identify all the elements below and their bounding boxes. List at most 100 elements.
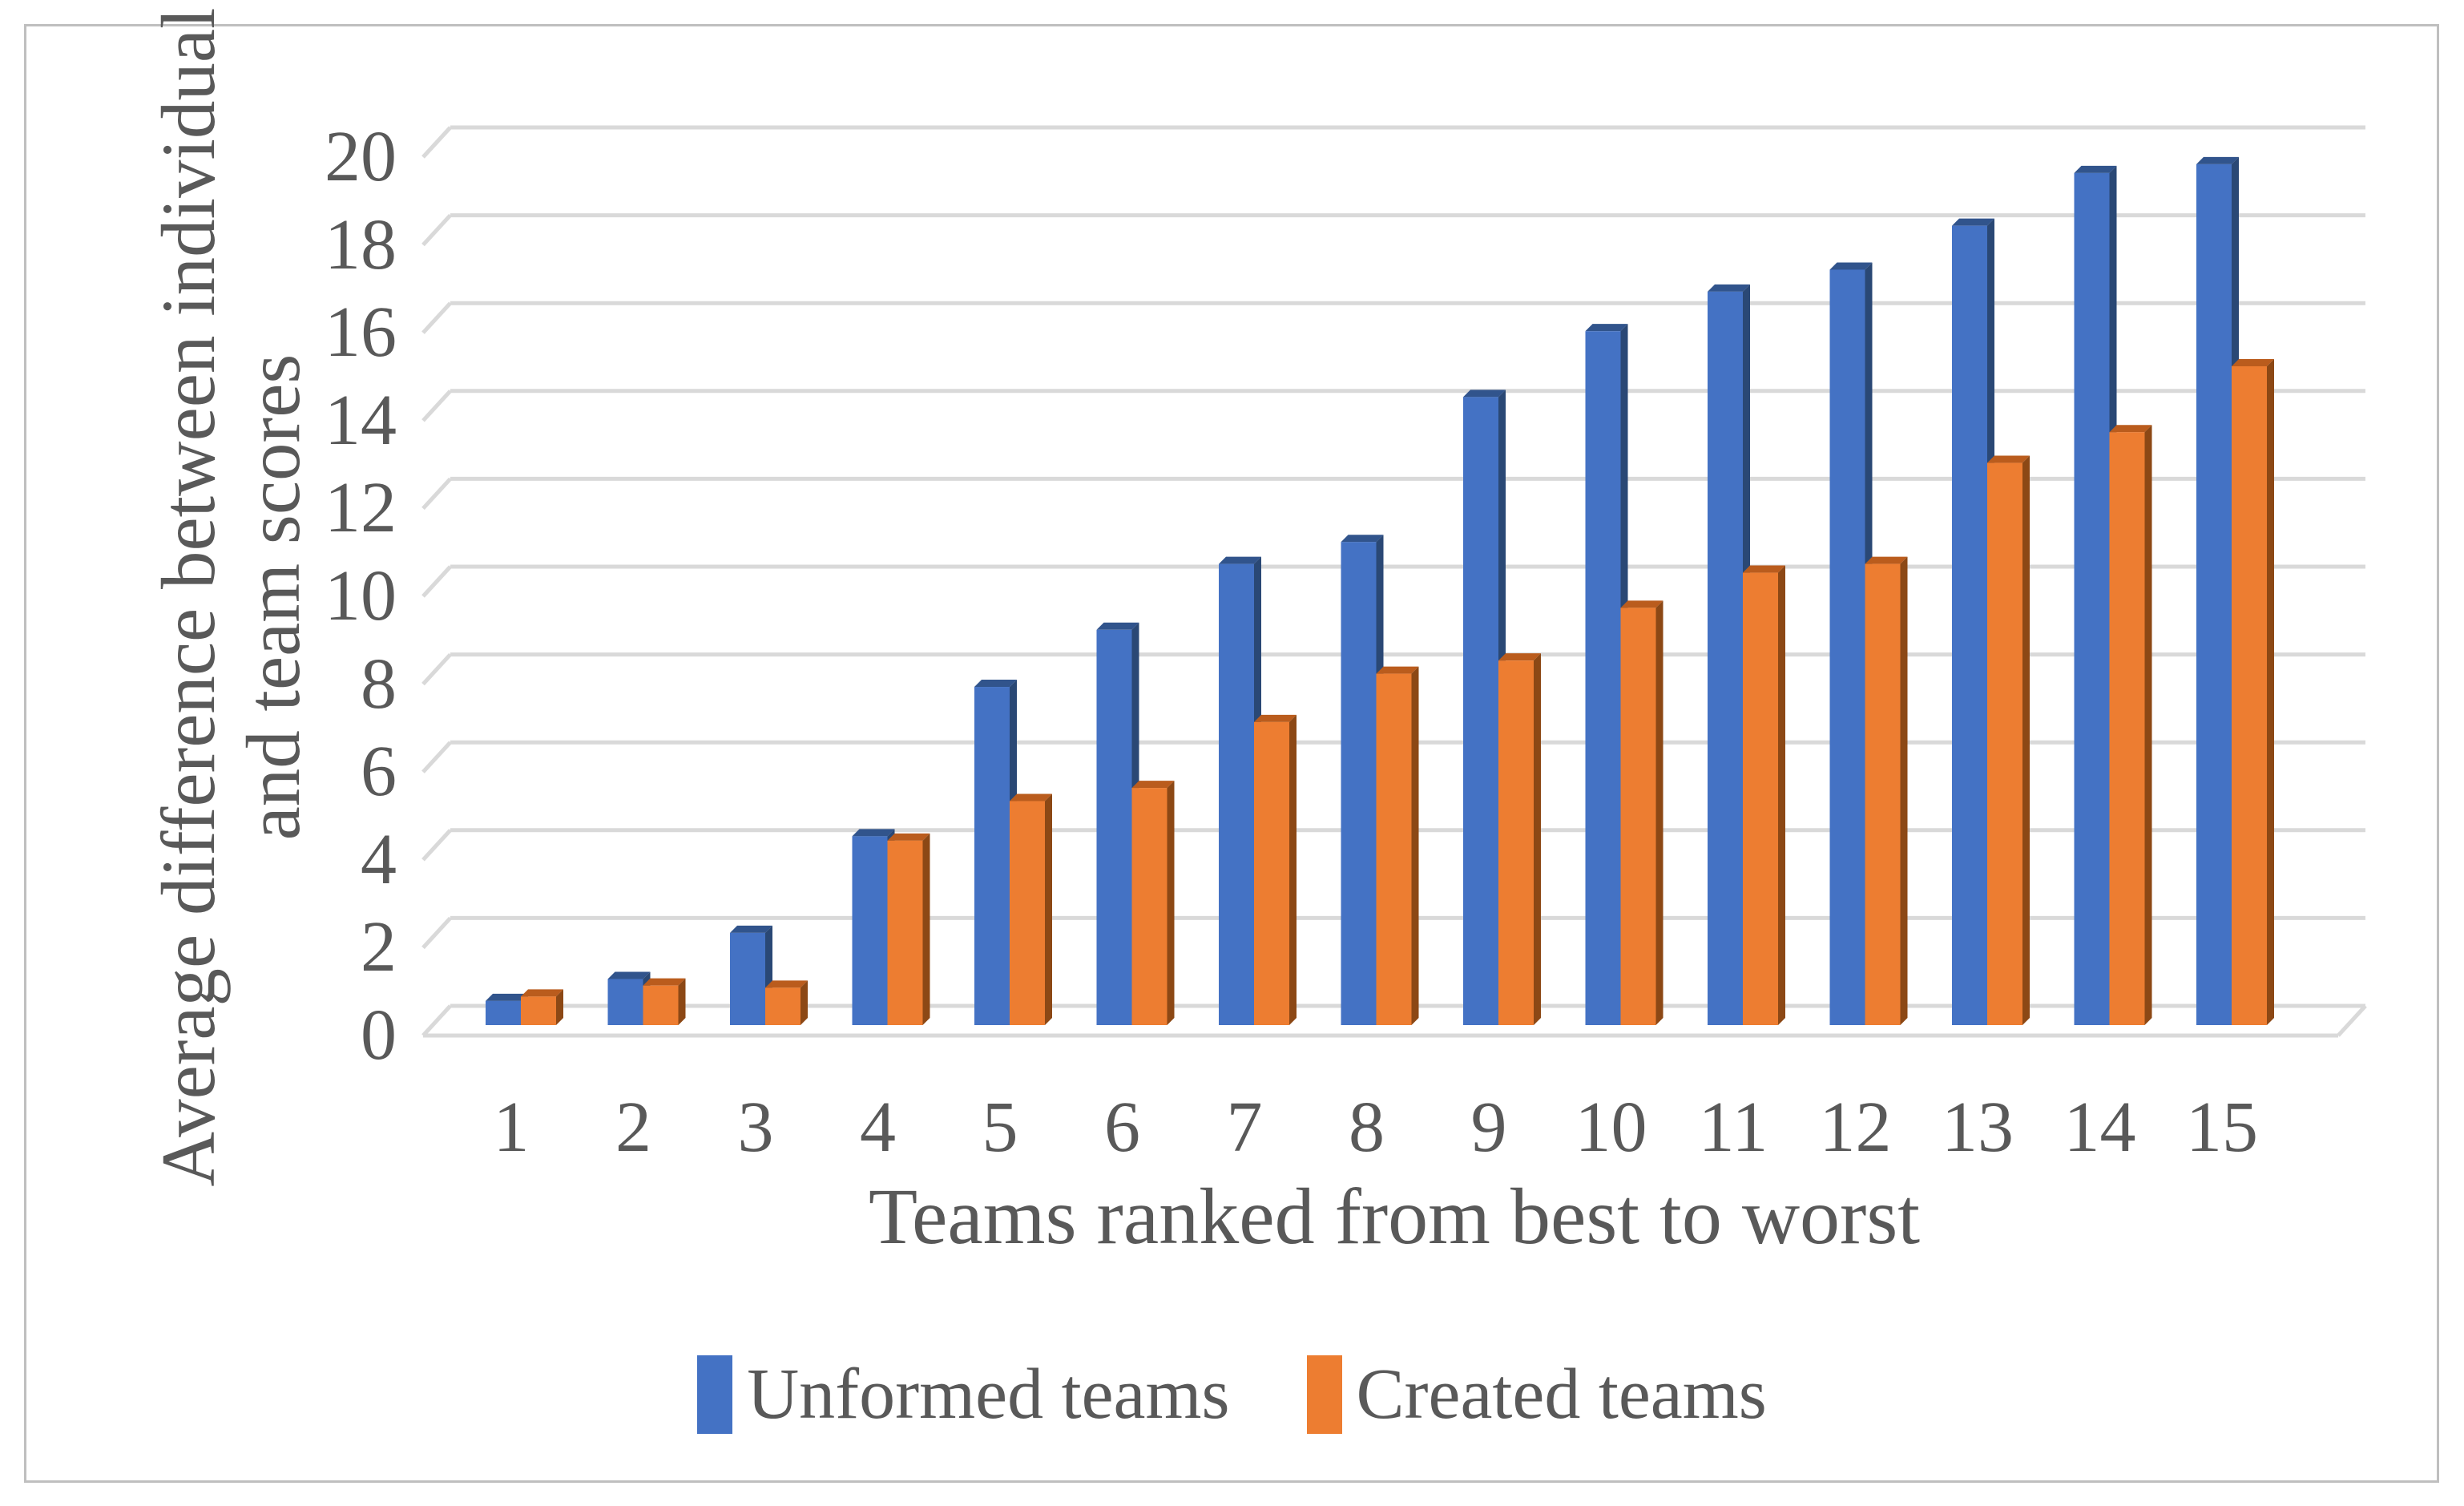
bar-top-created-teams-9 bbox=[1498, 653, 1541, 661]
bar-side-created-teams-3 bbox=[800, 980, 808, 1025]
bar-side-created-teams-8 bbox=[1411, 666, 1419, 1025]
chart-legend: Unformed teams Created teams bbox=[0, 1355, 2464, 1435]
bar-top-created-teams-14 bbox=[2109, 425, 2152, 433]
bar-top-created-teams-2 bbox=[643, 978, 686, 986]
bar-top-created-teams-13 bbox=[1987, 455, 2030, 463]
bar-created-teams-12 bbox=[1865, 563, 1901, 1025]
y-tick-label-2: 2 bbox=[361, 907, 397, 987]
bar-top-unformed-teams-13 bbox=[1952, 218, 1994, 226]
bar-unformed-teams-4 bbox=[852, 836, 888, 1025]
floor-right-edge bbox=[2337, 1004, 2367, 1037]
gridline-depth-stub-10 bbox=[421, 565, 452, 598]
bar-created-teams-14 bbox=[2109, 432, 2145, 1025]
bar-side-created-teams-9 bbox=[1534, 653, 1541, 1025]
gridline-depth-stub-18 bbox=[421, 213, 452, 247]
legend-swatch-unformed-teams-icon bbox=[697, 1355, 733, 1434]
x-tick-label-8: 8 bbox=[1349, 1088, 1385, 1167]
x-tick-label-2: 2 bbox=[615, 1088, 651, 1167]
bar-unformed-teams-11 bbox=[1708, 291, 1743, 1026]
bar-top-unformed-teams-1 bbox=[486, 993, 528, 1001]
legend-label-created-teams: Created teams bbox=[1356, 1355, 1767, 1434]
bar-created-teams-4 bbox=[887, 840, 923, 1025]
bar-unformed-teams-7 bbox=[1219, 563, 1254, 1025]
gridline-depth-stub-8 bbox=[421, 652, 452, 686]
bar-top-created-teams-1 bbox=[521, 989, 563, 997]
y-tick-label-10: 10 bbox=[325, 556, 397, 636]
bar-top-unformed-teams-12 bbox=[1829, 262, 1873, 270]
x-axis-title: Teams ranked from best to worst bbox=[868, 1172, 1921, 1261]
bar-top-unformed-teams-3 bbox=[730, 925, 772, 933]
legend-item-unformed-teams: Unformed teams bbox=[697, 1355, 1230, 1435]
x-tick-label-7: 7 bbox=[1226, 1088, 1263, 1167]
bar-unformed-teams-5 bbox=[974, 687, 1010, 1025]
bar-created-teams-8 bbox=[1376, 673, 1412, 1025]
bar-side-created-teams-4 bbox=[922, 833, 930, 1025]
bar-created-teams-9 bbox=[1498, 660, 1534, 1025]
bar-top-unformed-teams-11 bbox=[1708, 284, 1750, 292]
bar-top-created-teams-4 bbox=[887, 833, 930, 841]
gridline-depth-stub-2 bbox=[421, 916, 452, 950]
bar-side-created-teams-10 bbox=[1655, 600, 1664, 1025]
gridline-depth-stub-16 bbox=[421, 301, 452, 334]
bar-top-created-teams-5 bbox=[1010, 793, 1052, 801]
x-tick-label-6: 6 bbox=[1104, 1088, 1140, 1167]
x-tick-label-14: 14 bbox=[2063, 1088, 2136, 1167]
bar-unformed-teams-10 bbox=[1585, 331, 1621, 1025]
bar-side-created-teams-2 bbox=[678, 978, 686, 1025]
bar-side-created-teams-11 bbox=[1778, 565, 1785, 1025]
bar-top-unformed-teams-5 bbox=[974, 680, 1017, 688]
bar-unformed-teams-13 bbox=[1952, 225, 1987, 1025]
x-tick-label-3: 3 bbox=[737, 1088, 774, 1167]
x-tick-label-13: 13 bbox=[1942, 1088, 2014, 1167]
bar-top-created-teams-3 bbox=[765, 980, 808, 988]
bar-top-created-teams-10 bbox=[1620, 600, 1664, 608]
bar-top-created-teams-6 bbox=[1131, 781, 1175, 789]
legend-swatch-created-teams-icon bbox=[1306, 1355, 1342, 1434]
bar-side-created-teams-15 bbox=[2267, 359, 2274, 1025]
y-tick-label-16: 16 bbox=[325, 293, 397, 373]
bar-created-teams-6 bbox=[1131, 788, 1167, 1025]
bar-top-unformed-teams-2 bbox=[607, 971, 651, 979]
bar-created-teams-11 bbox=[1743, 572, 1778, 1025]
bar-top-unformed-teams-15 bbox=[2196, 156, 2239, 164]
bar-side-created-teams-5 bbox=[1045, 793, 1052, 1025]
y-axis-title-line1: Average difference between individual bbox=[146, 7, 231, 1187]
bar-top-unformed-teams-14 bbox=[2074, 165, 2117, 173]
legend-item-created-teams: Created teams bbox=[1306, 1355, 1767, 1435]
bar-side-created-teams-13 bbox=[2022, 455, 2030, 1025]
bar-top-unformed-teams-7 bbox=[1219, 556, 1261, 564]
x-tick-label-5: 5 bbox=[982, 1088, 1018, 1167]
y-axis-title: Average difference between individual an… bbox=[146, 0, 316, 1238]
bar-top-created-teams-7 bbox=[1254, 714, 1297, 722]
bar-top-created-teams-8 bbox=[1376, 666, 1419, 674]
bar-top-unformed-teams-8 bbox=[1341, 535, 1384, 543]
bar-unformed-teams-9 bbox=[1463, 397, 1498, 1025]
bar-unformed-teams-12 bbox=[1829, 269, 1865, 1025]
x-tick-label-4: 4 bbox=[860, 1088, 896, 1167]
bar-side-created-teams-14 bbox=[2144, 425, 2152, 1025]
y-tick-label-0: 0 bbox=[361, 995, 397, 1075]
gridline-depth-stub-12 bbox=[421, 477, 452, 511]
y-tick-label-18: 18 bbox=[325, 204, 397, 285]
x-tick-label-1: 1 bbox=[493, 1088, 530, 1167]
bar-side-created-teams-6 bbox=[1167, 781, 1175, 1025]
bar-created-teams-13 bbox=[1987, 462, 2022, 1025]
bar-top-unformed-teams-9 bbox=[1463, 390, 1506, 398]
bar-created-teams-15 bbox=[2232, 366, 2267, 1025]
bar-created-teams-10 bbox=[1620, 608, 1656, 1025]
x-tick-label-9: 9 bbox=[1470, 1088, 1507, 1167]
gridline-depth-stub-0 bbox=[421, 1004, 452, 1037]
y-tick-label-20: 20 bbox=[325, 117, 397, 196]
chart-border bbox=[24, 24, 2439, 1483]
y-tick-label-14: 14 bbox=[325, 380, 397, 460]
x-tick-label-12: 12 bbox=[1819, 1088, 1892, 1167]
bar-unformed-teams-1 bbox=[486, 1000, 521, 1025]
y-tick-label-12: 12 bbox=[325, 468, 397, 548]
y-tick-label-4: 4 bbox=[361, 819, 397, 899]
bar-top-unformed-teams-6 bbox=[1096, 622, 1139, 630]
bar-created-teams-5 bbox=[1010, 801, 1045, 1025]
y-tick-label-6: 6 bbox=[361, 732, 397, 812]
bar-top-unformed-teams-10 bbox=[1585, 324, 1628, 332]
